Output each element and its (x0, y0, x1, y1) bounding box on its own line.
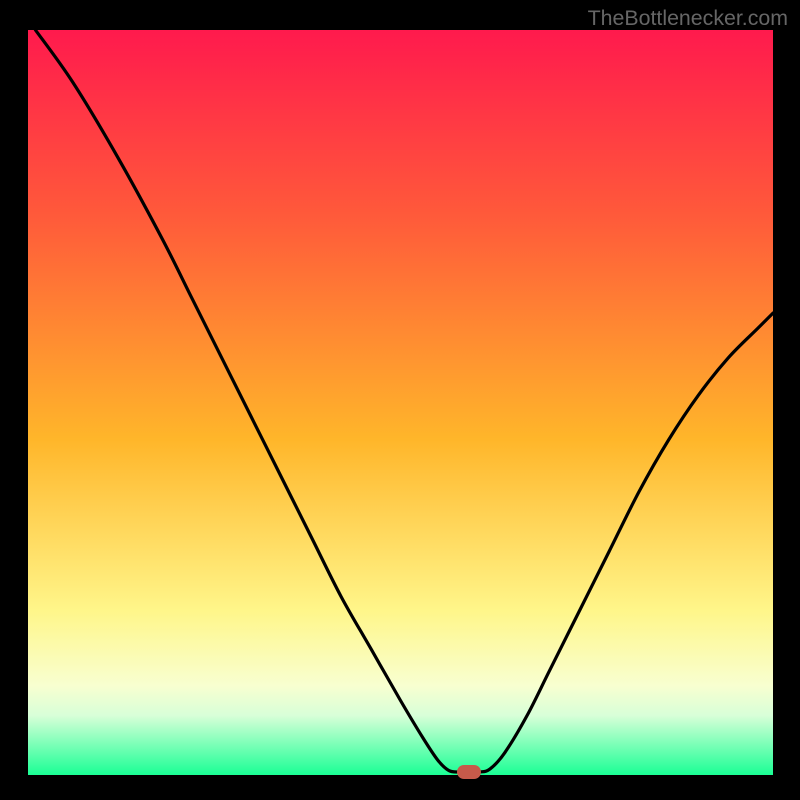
attribution-text: TheBottlenecker.com (588, 6, 788, 31)
chart-canvas: TheBottlenecker.com (0, 0, 800, 800)
plot-area (28, 30, 773, 775)
curve-svg (28, 30, 773, 775)
bottleneck-curve (35, 30, 773, 772)
min-marker (457, 765, 481, 778)
